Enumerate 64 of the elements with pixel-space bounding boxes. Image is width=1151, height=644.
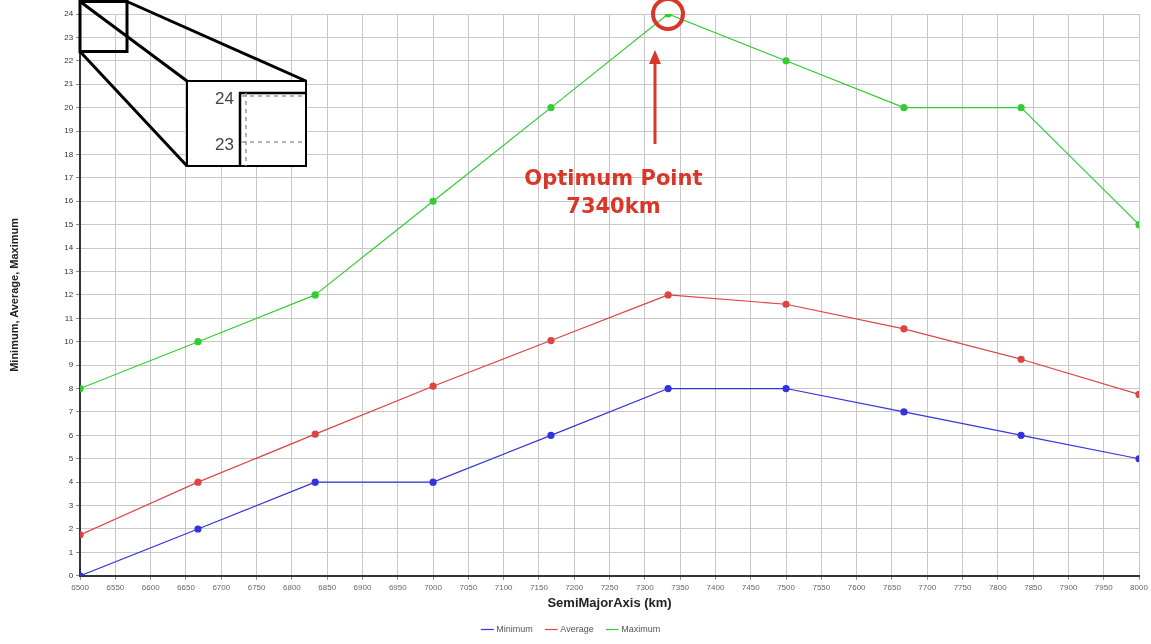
y-axis-title: Minimum, Average, Maximum <box>7 217 20 372</box>
x-tick-label: 6900 <box>353 582 372 592</box>
y-tick-label: 22 <box>64 56 74 66</box>
x-tick-label: 7150 <box>530 582 549 592</box>
x-tick-label: 7650 <box>883 582 902 592</box>
x-tick-label: 7600 <box>847 582 867 592</box>
x-tick-label: 6600 <box>141 582 161 592</box>
x-tick-label: 7100 <box>494 582 514 592</box>
x-tick-label: 7550 <box>812 582 831 592</box>
x-tick-label: 6750 <box>247 582 267 592</box>
x-tick-label: 7950 <box>1094 582 1114 592</box>
y-tick-label: 5 <box>68 453 74 463</box>
x-tick-label: 8000 <box>1130 582 1149 592</box>
legend-label: Average <box>560 623 594 634</box>
x-tick-label: 7000 <box>424 582 443 592</box>
y-tick-label: 24 <box>64 9 74 19</box>
x-tick-label: 6550 <box>106 582 125 592</box>
y-tick-label: 3 <box>68 500 74 510</box>
x-tick-label: 6800 <box>282 582 302 592</box>
y-tick-label: 10 <box>64 336 74 346</box>
y-tick-label: 20 <box>64 102 74 112</box>
y-tick-label: 2 <box>68 524 74 534</box>
y-tick-label: 23 <box>64 32 74 42</box>
x-tick-label: 6500 <box>71 582 90 592</box>
y-tick-label: 8 <box>68 383 74 393</box>
legend-label: Maximum <box>621 623 661 634</box>
y-tick-label: 16 <box>64 196 74 206</box>
y-tick-label: 15 <box>64 219 74 229</box>
y-tick-label: 6 <box>68 430 74 440</box>
x-tick-label: 7350 <box>671 582 690 592</box>
annotation: 23 <box>215 135 234 154</box>
x-tick-label: 7200 <box>565 582 584 592</box>
x-tick-label: 7700 <box>918 582 937 592</box>
y-tick-label: 19 <box>64 126 74 136</box>
x-tick-label: 7400 <box>706 582 725 592</box>
x-tick-label: 7300 <box>635 582 655 592</box>
x-tick-label: 7800 <box>988 582 1008 592</box>
x-tick-label: 6650 <box>177 582 196 592</box>
annotation: Optimum Point 7340km <box>524 166 703 219</box>
y-tick-label: 7 <box>68 407 74 417</box>
x-tick-label: 7750 <box>953 582 972 592</box>
x-axis-title: SemiMajorAxis (km) <box>547 594 672 610</box>
y-tick-label: 9 <box>68 360 74 370</box>
y-tick-label: 11 <box>64 313 74 323</box>
y-tick-label: 13 <box>64 266 74 276</box>
legend-label: Minimum <box>496 623 533 634</box>
x-tick-label: 7850 <box>1024 582 1043 592</box>
y-tick-label: 18 <box>64 149 74 159</box>
y-tick-label: 0 <box>68 571 74 580</box>
annotation: 24 <box>215 89 234 108</box>
y-tick-label: 1 <box>68 547 74 557</box>
y-tick-label: 12 <box>64 290 74 300</box>
y-tick-label: 14 <box>64 243 74 253</box>
y-tick-label: 4 <box>68 477 74 487</box>
x-tick-label: 7500 <box>777 582 796 592</box>
x-tick-label: 7900 <box>1059 582 1078 592</box>
y-tick-label: 21 <box>64 79 74 89</box>
y-tick-label: 17 <box>64 173 74 183</box>
x-tick-label: 7450 <box>741 582 761 592</box>
x-tick-label: 6950 <box>388 582 408 592</box>
x-tick-label: 7050 <box>459 582 478 592</box>
x-tick-label: 7250 <box>600 582 619 592</box>
x-tick-label: 6850 <box>318 582 337 592</box>
x-tick-label: 6700 <box>212 582 231 592</box>
